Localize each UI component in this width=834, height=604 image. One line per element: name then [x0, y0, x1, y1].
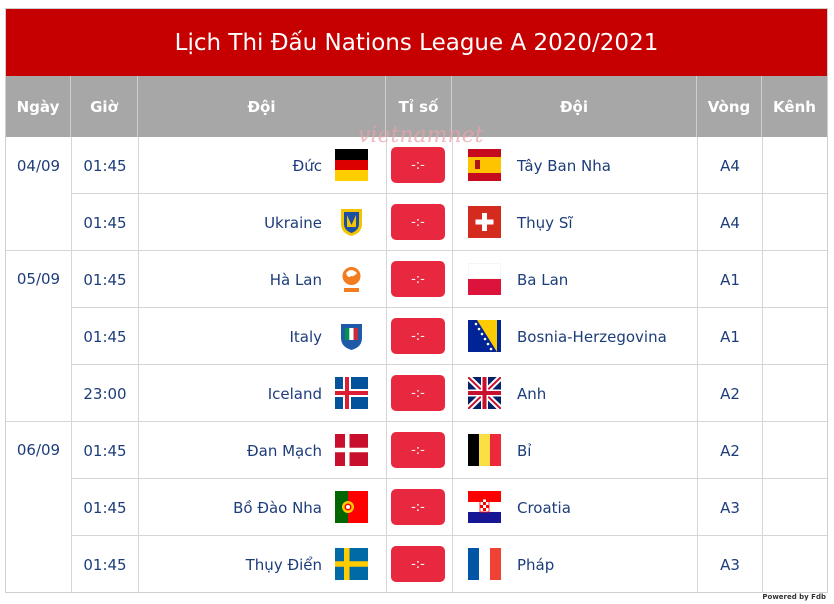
away-team-name[interactable]: Tây Ban Nha — [517, 156, 611, 175]
switzerland-flag-icon — [468, 206, 501, 238]
italy-figc-crest-icon — [335, 320, 368, 352]
match-time: 01:45 — [83, 327, 127, 346]
channel-cell — [763, 422, 827, 479]
away-team-name[interactable]: Croatia — [517, 498, 571, 517]
home-team-name[interactable]: Đan Mạch — [247, 441, 322, 460]
match-time: 01:45 — [83, 555, 127, 574]
round-cell: A2 — [720, 384, 740, 403]
away-team-name[interactable]: Bỉ — [517, 441, 532, 460]
channel-cell — [763, 536, 827, 593]
table-body: 04/09 05/09 06/09 01:45 Đức -:- Tây Ban Nha… — [6, 137, 827, 593]
header-round: Vòng — [697, 76, 762, 137]
home-team-name[interactable]: Hà Lan — [269, 270, 322, 289]
match-time: 01:45 — [83, 156, 127, 175]
column-divider — [452, 137, 453, 593]
round-cell: A3 — [720, 555, 740, 574]
home-team-name[interactable]: Bồ Đào Nha — [233, 498, 322, 517]
row-divider — [71, 193, 827, 194]
iceland-flag-icon — [335, 377, 368, 409]
away-team-name[interactable]: Thụy Sĩ — [517, 213, 573, 232]
date-group-divider — [6, 421, 827, 422]
schedule-table: Lịch Thi Đấu Nations League A 2020/2021 … — [5, 8, 828, 593]
round-cell: A4 — [720, 156, 740, 175]
home-team-name[interactable]: Italy — [289, 327, 322, 346]
date-cell: 04/09 — [16, 156, 61, 175]
netherlands-knvb-crest-icon — [335, 263, 368, 295]
home-team-name[interactable]: Ukraine — [264, 213, 322, 232]
header-channel: Kênh — [773, 97, 816, 116]
channel-cell — [763, 479, 827, 536]
round-cell: A1 — [720, 327, 740, 346]
row-divider — [71, 535, 827, 536]
home-team-name[interactable]: Thụy Điển — [245, 555, 322, 574]
score-button[interactable]: -:- — [391, 489, 445, 525]
match-time: 01:45 — [83, 498, 127, 517]
date-cell: 06/09 — [16, 440, 61, 459]
table-header: Ngày Giờ Đội Tỉ số Đội Vòng Kênh — [6, 76, 827, 137]
away-team-name[interactable]: Pháp — [517, 555, 555, 574]
spain-flag-icon — [468, 149, 501, 181]
date-group-divider — [6, 250, 827, 251]
column-divider — [138, 137, 139, 593]
home-team-name[interactable]: Iceland — [267, 384, 322, 403]
row-divider — [71, 307, 827, 308]
score-button[interactable]: -:- — [391, 318, 445, 354]
row-divider — [71, 478, 827, 479]
column-divider — [71, 137, 72, 593]
channel-cell — [763, 365, 827, 422]
header-home-team: Đội — [138, 76, 386, 137]
match-time: 01:45 — [83, 270, 127, 289]
match-time: 23:00 — [83, 384, 127, 403]
sweden-flag-icon — [335, 548, 368, 580]
home-team-name[interactable]: Đức — [292, 156, 322, 175]
column-divider — [697, 137, 698, 593]
date-cell: 05/09 — [16, 269, 61, 288]
bosnia-flag-icon — [468, 320, 501, 352]
header-date: Ngày — [6, 76, 71, 137]
score-button[interactable]: -:- — [391, 147, 445, 183]
score-button[interactable]: -:- — [391, 432, 445, 468]
score-button[interactable]: -:- — [391, 546, 445, 582]
row-divider — [71, 364, 827, 365]
watermark-logo: vietnamnet — [358, 123, 484, 148]
header-score: Tỉ số — [386, 76, 452, 137]
header-away-team: Đội — [452, 76, 697, 137]
away-team-name[interactable]: Ba Lan — [517, 270, 569, 289]
powered-by-label: Powered by Fdb — [762, 593, 826, 601]
denmark-flag-icon — [335, 434, 368, 466]
match-time: 01:45 — [83, 213, 127, 232]
channel-cell — [763, 251, 827, 308]
channel-cell — [763, 194, 827, 251]
table-title: Lịch Thi Đấu Nations League A 2020/2021 — [6, 9, 827, 76]
round-cell: A1 — [720, 270, 740, 289]
portugal-flag-icon — [335, 491, 368, 523]
croatia-flag-icon — [468, 491, 501, 523]
round-cell: A3 — [720, 498, 740, 517]
header-time: Giờ — [71, 76, 138, 137]
round-cell: A4 — [720, 213, 740, 232]
channel-cell — [763, 137, 827, 194]
away-team-name[interactable]: Anh — [517, 384, 547, 403]
column-divider — [762, 137, 763, 593]
score-button[interactable]: -:- — [391, 261, 445, 297]
away-team-name[interactable]: Bosnia-Herzegovina — [517, 327, 667, 346]
uk-flag-icon — [468, 377, 501, 409]
score-button[interactable]: -:- — [391, 375, 445, 411]
channel-cell — [763, 308, 827, 365]
france-flag-icon — [468, 548, 501, 580]
score-button[interactable]: -:- — [391, 204, 445, 240]
column-divider — [386, 137, 387, 593]
poland-flag-icon — [468, 263, 501, 295]
match-time: 01:45 — [83, 441, 127, 460]
ukraine-crest-icon — [335, 206, 368, 238]
round-cell: A2 — [720, 441, 740, 460]
belgium-flag-icon — [468, 434, 501, 466]
germany-flag-icon — [335, 149, 368, 181]
